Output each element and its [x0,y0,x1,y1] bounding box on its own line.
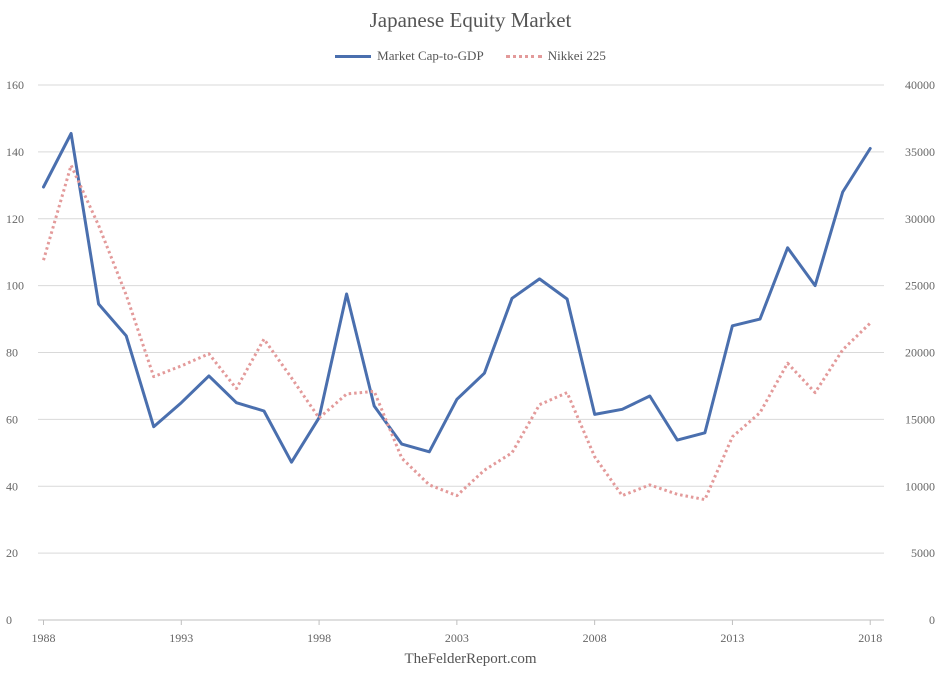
y-left-tick-label: 120 [6,212,24,226]
y-left-tick-label: 0 [6,613,12,627]
x-tick-label: 1998 [307,631,331,645]
y-right-tick-label: 5000 [911,546,935,560]
legend-label-market-cap: Market Cap-to-GDP [377,48,484,63]
y-right-tick-label: 15000 [905,412,935,426]
y-left-tick-label: 80 [6,346,18,360]
legend: Market Cap-to-GDP Nikkei 225 [0,48,941,64]
x-tick-label: 1993 [169,631,193,645]
source-note: TheFelderReport.com [404,651,537,667]
y-right-tick-label: 40000 [905,78,935,92]
y-right-tick-label: 35000 [905,145,935,159]
y-left-tick-label: 140 [6,145,24,159]
y-left-tick-label: 100 [6,279,24,293]
legend-item-nikkei: Nikkei 225 [505,48,606,64]
y-right-tick-label: 20000 [905,346,935,360]
x-tick-label: 2008 [583,631,607,645]
chart-title: Japanese Equity Market [369,8,572,32]
legend-label-nikkei: Nikkei 225 [547,48,606,63]
x-tick-label: 2013 [720,631,744,645]
legend-swatch-dotted-line [505,54,542,58]
y-left-tick-label: 40 [6,479,18,493]
y-right-tick-label: 30000 [905,212,935,226]
y-right-tick-label: 0 [929,613,935,627]
y-left-tick-label: 160 [6,78,24,92]
series-line-nikkei-225 [42,163,872,502]
y-left-tick-label: 20 [6,546,18,560]
y-right-tick-label: 10000 [905,479,935,493]
y-left-tick-label: 60 [6,412,18,426]
series-line-market-cap-to-gdp [42,132,872,464]
x-tick-label: 2003 [445,631,469,645]
legend-swatch-solid-line [335,54,372,58]
y-right-tick-label: 25000 [905,279,935,293]
x-tick-label: 1988 [32,631,56,645]
x-tick-label: 2018 [858,631,882,645]
legend-item-market-cap: Market Cap-to-GDP [335,48,484,64]
